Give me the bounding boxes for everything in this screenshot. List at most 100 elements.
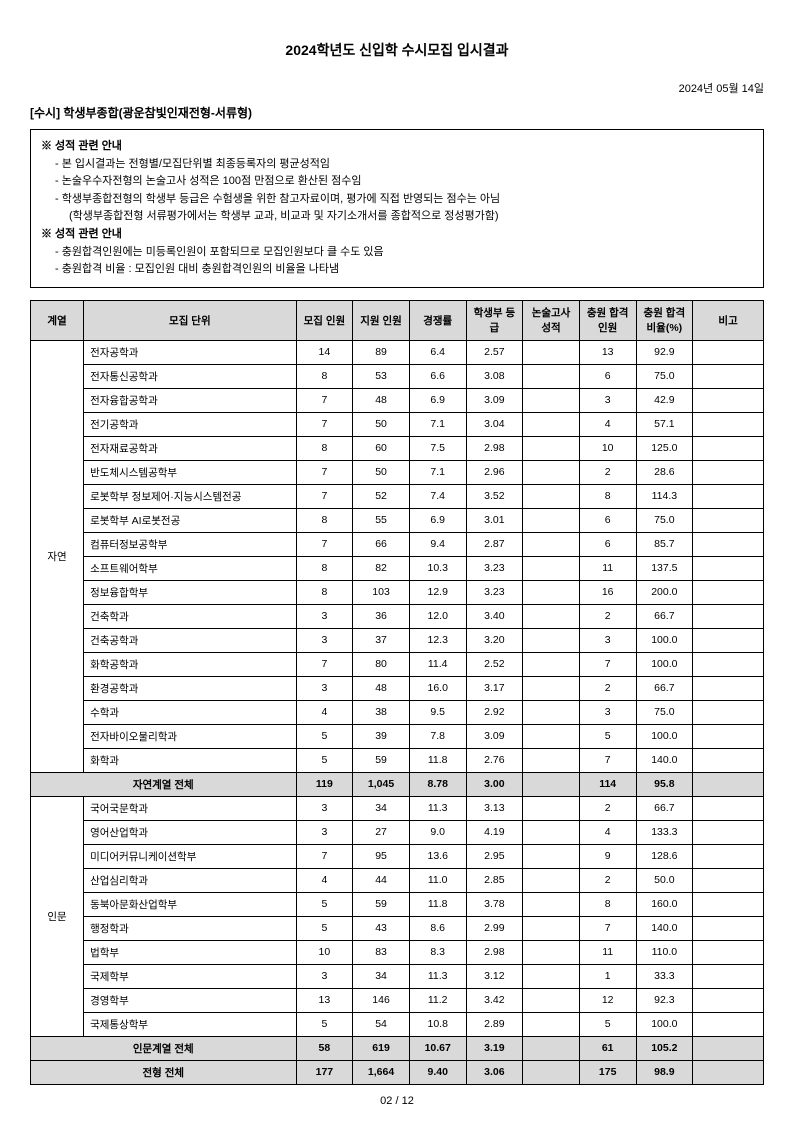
table-row: 수학과4389.52.92375.0: [31, 700, 764, 724]
table-cell: [693, 1060, 764, 1084]
table-cell: 75.0: [636, 700, 693, 724]
table-cell: [693, 460, 764, 484]
table-cell: 4: [579, 820, 636, 844]
table-cell: 8: [296, 508, 353, 532]
table-cell: 100.0: [636, 628, 693, 652]
table-cell: 인문: [31, 796, 84, 1036]
table-cell: [523, 460, 580, 484]
table-row: 전자재료공학과8607.52.9810125.0: [31, 436, 764, 460]
table-cell: 2: [579, 604, 636, 628]
table-cell: [523, 1036, 580, 1060]
table-cell: [693, 916, 764, 940]
table-cell: [523, 988, 580, 1012]
table-cell: [523, 1012, 580, 1036]
info-line: - 충원합격 비율 : 모집인원 대비 충원합격인원의 비율을 나타냄: [41, 261, 753, 279]
table-cell: 1,045: [353, 772, 410, 796]
table-cell: 160.0: [636, 892, 693, 916]
table-cell: 119: [296, 772, 353, 796]
table-cell: [523, 1060, 580, 1084]
table-cell: 48: [353, 388, 410, 412]
table-cell: 98.9: [636, 1060, 693, 1084]
info-line: - 본 입시결과는 전형별/모집단위별 최종등록자의 평균성적임: [41, 156, 753, 174]
info-line: (학생부종합전형 서류평가에서는 학생부 교과, 비교과 및 자기소개서를 종합…: [41, 208, 753, 226]
report-date: 2024년 05월 14일: [30, 80, 764, 96]
table-cell: 영어산업학과: [84, 820, 296, 844]
table-cell: 3: [296, 820, 353, 844]
table-cell: 137.5: [636, 556, 693, 580]
table-cell: 54: [353, 1012, 410, 1036]
table-cell: [693, 1012, 764, 1036]
results-table: 계열 모집 단위 모집 인원 지원 인원 경쟁률 학생부 등급 논술고사 성적 …: [30, 300, 764, 1085]
col-header: 경쟁률: [409, 300, 466, 340]
table-cell: 58: [296, 1036, 353, 1060]
table-cell: 11: [579, 940, 636, 964]
table-cell: 5: [579, 724, 636, 748]
table-cell: 146: [353, 988, 410, 1012]
table-cell: 6.9: [409, 388, 466, 412]
table-cell: 61: [579, 1036, 636, 1060]
table-cell: [693, 412, 764, 436]
table-row: 법학부10838.32.9811110.0: [31, 940, 764, 964]
table-cell: 114.3: [636, 484, 693, 508]
table-cell: 2.57: [466, 340, 523, 364]
table-cell: 2.89: [466, 1012, 523, 1036]
table-cell: 80: [353, 652, 410, 676]
table-row: 국제학부33411.33.12133.3: [31, 964, 764, 988]
table-cell: [523, 676, 580, 700]
table-cell: 전자재료공학과: [84, 436, 296, 460]
table-cell: [523, 916, 580, 940]
table-cell: [693, 988, 764, 1012]
table-cell: 전자통신공학과: [84, 364, 296, 388]
table-row: 컴퓨터정보공학부7669.42.87685.7: [31, 532, 764, 556]
table-cell: 6: [579, 532, 636, 556]
table-cell: 컴퓨터정보공학부: [84, 532, 296, 556]
table-cell: [523, 700, 580, 724]
table-cell: [693, 484, 764, 508]
table-cell: 2: [579, 868, 636, 892]
page-footer: 02 / 12: [0, 1095, 794, 1107]
table-cell: 3.12: [466, 964, 523, 988]
table-cell: [523, 556, 580, 580]
table-cell: 7: [579, 652, 636, 676]
table-cell: 50.0: [636, 868, 693, 892]
table-cell: 5: [296, 916, 353, 940]
table-cell: 36: [353, 604, 410, 628]
table-cell: [693, 964, 764, 988]
table-cell: 3.20: [466, 628, 523, 652]
info-header: ※ 성적 관련 안내: [41, 138, 753, 156]
table-cell: 9: [579, 844, 636, 868]
table-cell: 42.9: [636, 388, 693, 412]
table-cell: [693, 628, 764, 652]
table-cell: [523, 772, 580, 796]
table-header-row: 계열 모집 단위 모집 인원 지원 인원 경쟁률 학생부 등급 논술고사 성적 …: [31, 300, 764, 340]
table-cell: 59: [353, 748, 410, 772]
table-cell: 44: [353, 868, 410, 892]
table-cell: [693, 940, 764, 964]
info-line: - 학생부종합전형의 학생부 등급은 수험생을 위한 참고자료이며, 평가에 직…: [41, 191, 753, 209]
table-cell: 3: [579, 388, 636, 412]
table-cell: 3.19: [466, 1036, 523, 1060]
table-row: 인문계열 전체5861910.673.1961105.2: [31, 1036, 764, 1060]
table-cell: [693, 388, 764, 412]
table-cell: 8: [296, 364, 353, 388]
table-cell: 7.1: [409, 412, 466, 436]
table-cell: 10.3: [409, 556, 466, 580]
table-cell: 환경공학과: [84, 676, 296, 700]
table-cell: [693, 676, 764, 700]
info-box: ※ 성적 관련 안내 - 본 입시결과는 전형별/모집단위별 최종등록자의 평균…: [30, 129, 764, 288]
table-cell: [693, 892, 764, 916]
table-cell: 전형 전체: [31, 1060, 297, 1084]
table-cell: 11.8: [409, 892, 466, 916]
table-cell: 7.1: [409, 460, 466, 484]
table-cell: 3: [296, 604, 353, 628]
table-cell: [523, 628, 580, 652]
table-cell: [523, 796, 580, 820]
table-cell: 2.98: [466, 940, 523, 964]
table-cell: 7: [296, 388, 353, 412]
table-cell: 140.0: [636, 916, 693, 940]
table-cell: 소프트웨어학부: [84, 556, 296, 580]
table-cell: 2.87: [466, 532, 523, 556]
table-cell: 전자공학과: [84, 340, 296, 364]
table-cell: 125.0: [636, 436, 693, 460]
table-row: 전형 전체1771,6649.403.0617598.9: [31, 1060, 764, 1084]
